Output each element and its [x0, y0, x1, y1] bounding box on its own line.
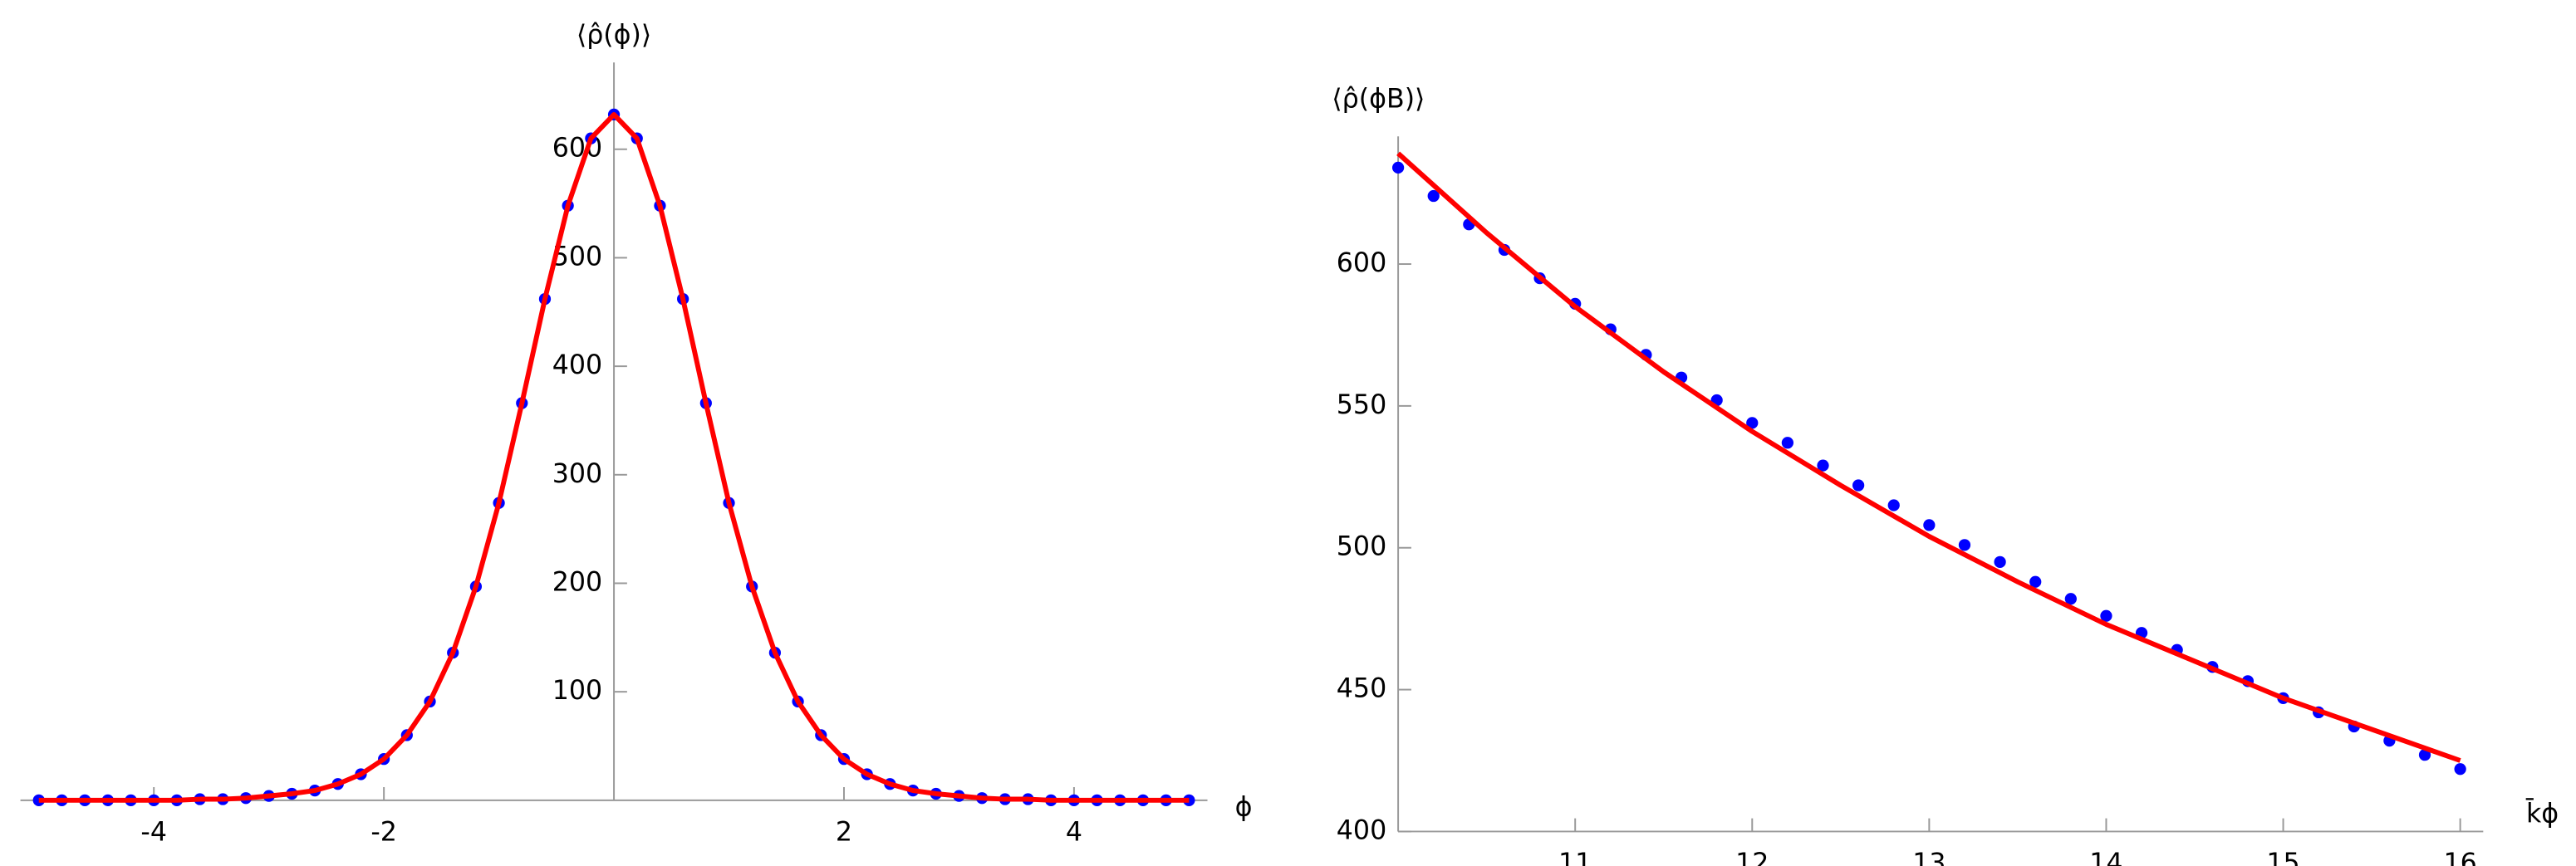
y-tick-label: 400: [552, 350, 602, 380]
x-tick-label: 14: [2089, 849, 2122, 866]
data-point: [2418, 749, 2431, 761]
y-tick-label: 100: [552, 676, 602, 706]
y-tick-label: 300: [552, 459, 602, 489]
y-tick-label: 500: [552, 242, 602, 272]
x-tick-label: 15: [2266, 849, 2299, 866]
y-axis-label: ⟨ρ̂(ϕ)⟩: [577, 21, 651, 51]
data-point: [1887, 499, 1900, 511]
data-point: [1994, 555, 2006, 568]
data-point: [1817, 459, 1829, 472]
data-point: [1391, 161, 1405, 174]
x-tick-label: 16: [2443, 849, 2476, 866]
fit-line: [38, 111, 1190, 803]
y-axis-label: ⟨ρ̂(ϕB)⟩: [1332, 85, 1425, 115]
x-axis-label: ϕ: [1235, 793, 1253, 823]
x-tick-label: 2: [836, 817, 852, 847]
data-point: [32, 794, 45, 806]
y-tick-label: 450: [1337, 674, 1386, 704]
x-tick-label: 12: [1735, 849, 1769, 866]
data-point: [2064, 593, 2077, 605]
x-axis-label: k̄ϕ: [2525, 797, 2559, 829]
fit-line: [1396, 151, 2461, 763]
y-tick-label: 500: [1337, 532, 1386, 562]
data-point: [1852, 479, 1865, 492]
data-point: [1781, 437, 1794, 449]
y-tick-label: 400: [1337, 815, 1386, 845]
data-point: [1427, 189, 1440, 203]
data-point: [2100, 609, 2112, 622]
data-point: [1746, 417, 1759, 429]
x-tick-label: -4: [140, 817, 167, 847]
data-point: [1923, 519, 1936, 531]
x-tick-label: -2: [370, 817, 397, 847]
data-point: [1958, 539, 1971, 551]
y-tick-label: 200: [552, 567, 602, 597]
x-tick-label: 13: [1912, 849, 1945, 866]
y-tick-label: 600: [1337, 248, 1386, 278]
y-tick-label: 550: [1337, 390, 1386, 420]
data-point: [2029, 575, 2042, 588]
data-point: [2454, 763, 2466, 775]
x-tick-label: 11: [1558, 849, 1592, 866]
x-tick-label: 4: [1066, 817, 1082, 847]
